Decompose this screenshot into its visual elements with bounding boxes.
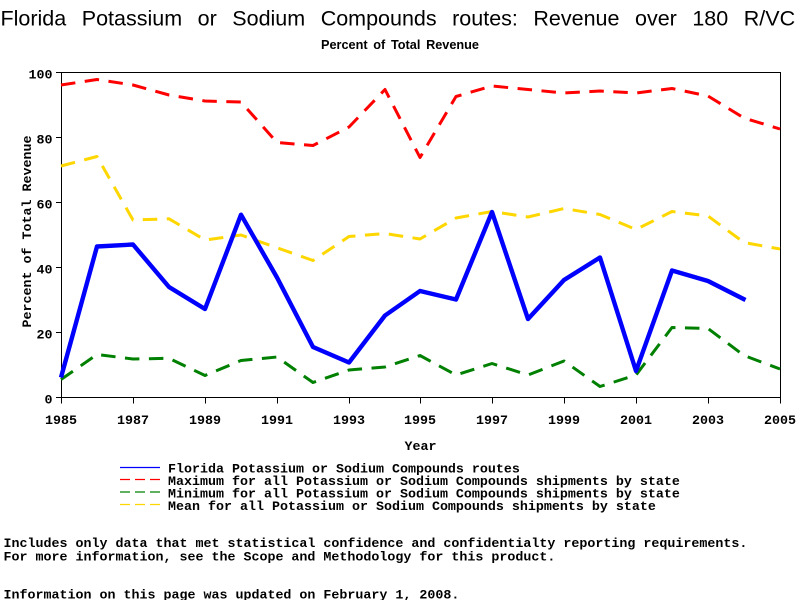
svg-text:For more information, see the: For more information, see the Scope and … [4, 550, 556, 565]
svg-text:100: 100 [29, 69, 53, 84]
svg-text:Florida Potassium or Sodium Co: Florida Potassium or Sodium Compounds ro… [168, 463, 520, 478]
svg-text:1997: 1997 [476, 414, 508, 429]
svg-text:80: 80 [37, 134, 53, 149]
svg-text:20: 20 [37, 329, 53, 344]
svg-text:1993: 1993 [333, 414, 365, 429]
svg-text:Minimum for all Potassium or S: Minimum for all Potassium or Sodium Comp… [168, 488, 680, 503]
svg-text:60: 60 [37, 199, 53, 214]
svg-text:1999: 1999 [548, 414, 580, 429]
svg-text:2003: 2003 [692, 414, 724, 429]
svg-text:1989: 1989 [189, 414, 221, 429]
svg-text:1985: 1985 [45, 414, 77, 429]
svg-text:Maximum for all Potassium or S: Maximum for all Potassium or Sodium Comp… [168, 475, 680, 490]
svg-text:Information on this page was u: Information on this page was updated on … [4, 589, 460, 600]
svg-text:Percent of Total Revenue: Percent of Total Revenue [21, 136, 36, 328]
svg-text:1991: 1991 [261, 414, 293, 429]
svg-text:2005: 2005 [764, 414, 796, 429]
svg-text:1987: 1987 [117, 414, 149, 429]
svg-text:Percent of Total Revenue: Percent of Total Revenue [321, 38, 479, 52]
svg-text:0: 0 [45, 394, 53, 409]
svg-text:Year: Year [405, 440, 437, 455]
svg-text:Florida Potassium or Sodium Co: Florida Potassium or Sodium Compounds ro… [1, 6, 796, 30]
svg-text:Includes only data that met st: Includes only data that met statistical … [4, 537, 748, 552]
svg-text:40: 40 [37, 264, 53, 279]
svg-text:2001: 2001 [620, 414, 652, 429]
svg-text:Mean for all Potassium or Sodi: Mean for all Potassium or Sodium Compoun… [168, 500, 656, 515]
svg-text:1995: 1995 [404, 414, 436, 429]
